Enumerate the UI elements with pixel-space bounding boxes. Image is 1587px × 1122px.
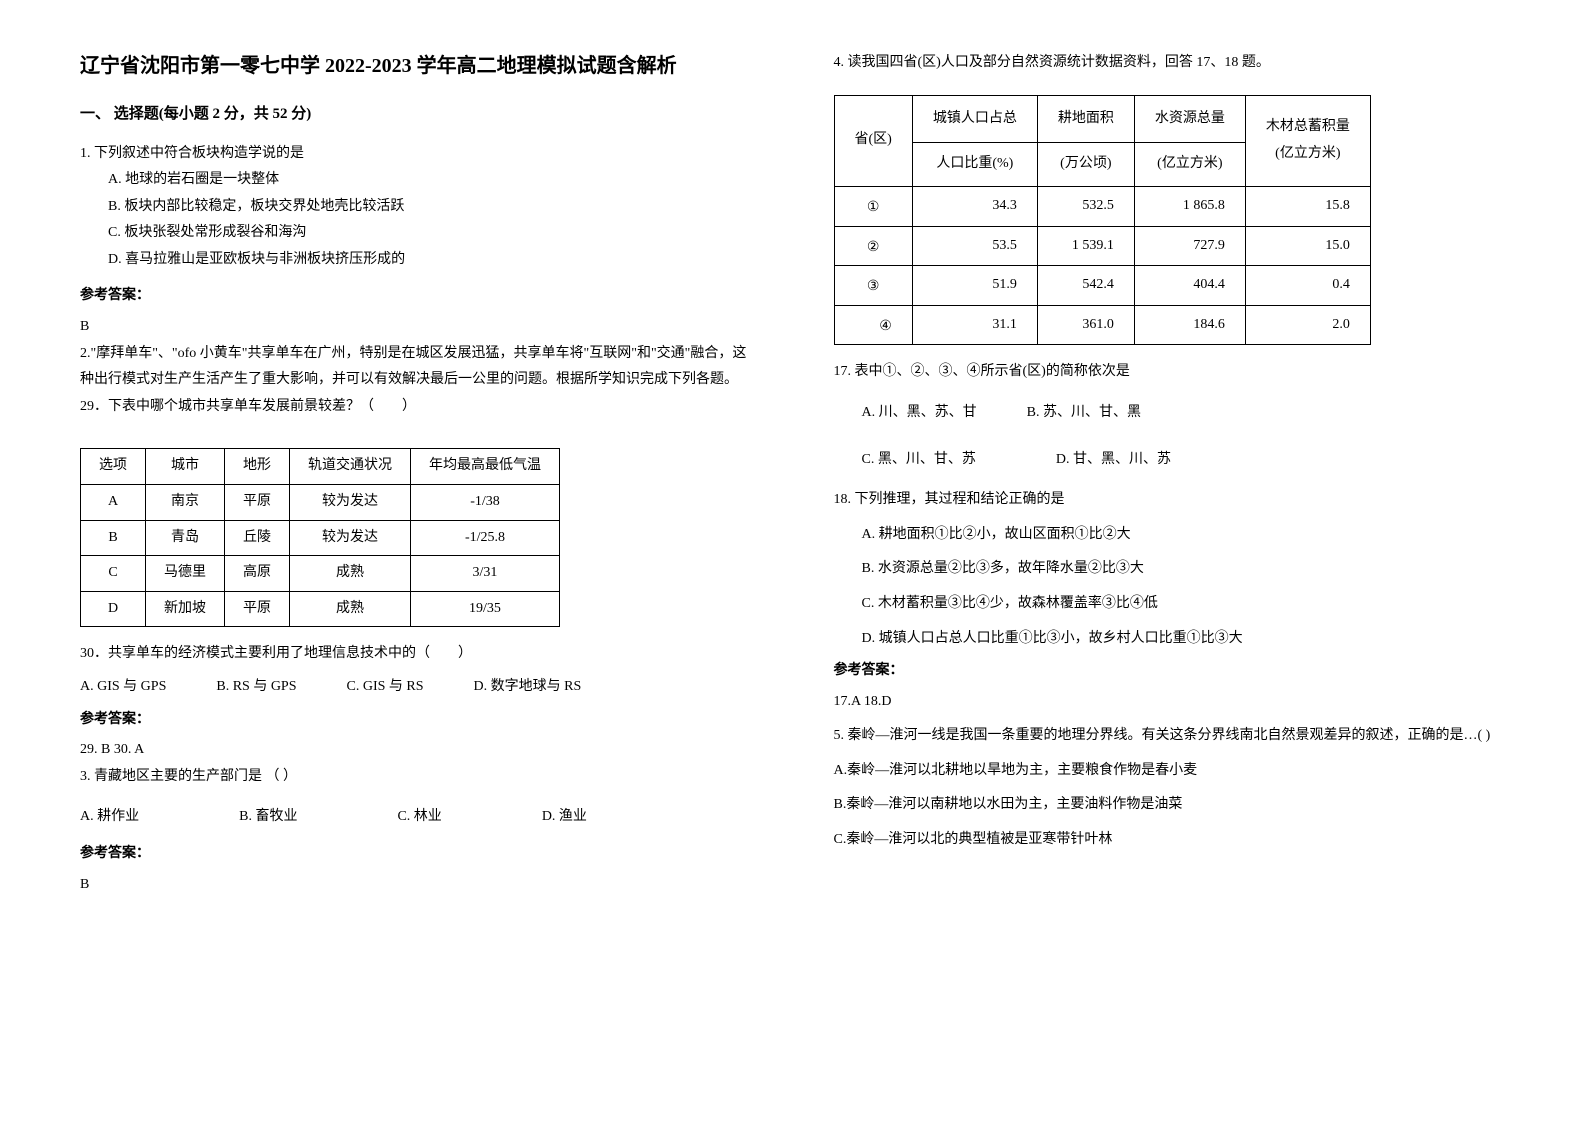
th-province: 省(区) xyxy=(834,95,912,186)
q3-opt-b: B. 畜牧业 xyxy=(239,804,297,831)
th-temp: 年均最高最低气温 xyxy=(411,449,560,485)
table-row: A 南京 平原 较为发达 -1/38 xyxy=(81,485,560,521)
table-row: C 马德里 高原 成熟 3/31 xyxy=(81,556,560,592)
th-arable-top: 耕地面积 xyxy=(1037,95,1134,143)
q3-opt-a: A. 耕作业 xyxy=(80,804,139,831)
q5-opt-c: C.秦岭—淮河以北的典型植被是亚寒带针叶林 xyxy=(834,827,1508,854)
q18-opt-b: B. 水资源总量②比③多，故年降水量②比③大 xyxy=(834,556,1508,583)
right-column: 4. 读我国四省(区)人口及部分自然资源统计数据资料，回答 17、18 题。 省… xyxy=(794,50,1548,1072)
q4-text: 4. 读我国四省(区)人口及部分自然资源统计数据资料，回答 17、18 题。 xyxy=(834,50,1508,77)
th-urban-top: 城镇人口占总 xyxy=(912,95,1037,143)
answer-label: 参考答案： xyxy=(80,841,754,868)
q3-opt-d: D. 渔业 xyxy=(542,804,587,831)
question-2: 2."摩拜单车"、"ofo 小黄车"共享单车在广州，特别是在城区发展迅猛，共享单… xyxy=(80,341,754,421)
answer-label: 参考答案： xyxy=(834,658,1508,685)
q18-opt-c: C. 木材蓄积量③比④少，故森林覆盖率③比④低 xyxy=(834,591,1508,618)
q5-text: 5. 秦岭—淮河一线是我国一条重要的地理分界线。有关这条分界线南北自然景观差异的… xyxy=(834,723,1508,750)
q5-opt-a: A.秦岭—淮河以北耕地以旱地为主，主要粮食作物是春小麦 xyxy=(834,758,1508,785)
q18-text: 18. 下列推理，其过程和结论正确的是 xyxy=(834,487,1508,514)
th-wood: 木材总蓄积量(亿立方米) xyxy=(1245,95,1370,186)
q17-opt-a: A. 川、黑、苏、甘 xyxy=(862,400,977,427)
q18-opt-a: A. 耕地面积①比②小，故山区面积①比②大 xyxy=(834,522,1508,549)
q1-answer: B xyxy=(80,314,754,341)
answer-label: 参考答案： xyxy=(80,283,754,310)
q17-opts-row2: C. 黑、川、甘、苏 D. 甘、黑、川、苏 xyxy=(834,447,1508,474)
q1-opt-b: B. 板块内部比较稳定，板块交界处地壳比较活跃 xyxy=(80,194,754,221)
question-1: 1. 下列叙述中符合板块构造学说的是 A. 地球的岩石圈是一块整体 B. 板块内… xyxy=(80,141,754,274)
table-row: ① 34.3 532.5 1 865.8 15.8 xyxy=(834,186,1370,226)
q3-opt-c: C. 林业 xyxy=(397,804,441,831)
q4-answer: 17.A 18.D xyxy=(834,689,1508,716)
table-provinces: 省(区) 城镇人口占总 耕地面积 水资源总量 木材总蓄积量(亿立方米) 人口比重… xyxy=(834,95,1371,346)
q2-opt-c: C. GIS 与 RS xyxy=(347,674,424,701)
q2-answer: 29. B 30. A xyxy=(80,737,754,764)
q2-opt-b: B. RS 与 GPS xyxy=(216,674,296,701)
q2-opt-a: A. GIS 与 GPS xyxy=(80,674,166,701)
q2-options: A. GIS 与 GPS B. RS 与 GPS C. GIS 与 RS D. … xyxy=(80,674,754,701)
q2-text: 2."摩拜单车"、"ofo 小黄车"共享单车在广州，特别是在城区发展迅猛，共享单… xyxy=(80,341,754,394)
th-arable-bot: (万公顷) xyxy=(1037,143,1134,187)
q1-text: 1. 下列叙述中符合板块构造学说的是 xyxy=(80,141,754,168)
answer-label: 参考答案： xyxy=(80,707,754,734)
table-row: B 青岛 丘陵 较为发达 -1/25.8 xyxy=(81,520,560,556)
q17-opt-b: B. 苏、川、甘、黑 xyxy=(1027,400,1141,427)
table-row: ② 53.5 1 539.1 727.9 15.0 xyxy=(834,226,1370,266)
table-cities: 选项 城市 地形 轨道交通状况 年均最高最低气温 A 南京 平原 较为发达 -1… xyxy=(80,448,560,627)
q17-text: 17. 表中①、②、③、④所示省(区)的简称依次是 xyxy=(834,359,1508,386)
q2-opt-d: D. 数字地球与 RS xyxy=(474,674,582,701)
q17-opts-row1: A. 川、黑、苏、甘 B. 苏、川、甘、黑 xyxy=(834,400,1508,427)
section-heading: 一、 选择题(每小题 2 分，共 52 分) xyxy=(80,100,754,129)
q2-sub29: 29．下表中哪个城市共享单车发展前景较差？（ ） xyxy=(80,394,754,421)
th-water-top: 水资源总量 xyxy=(1134,95,1245,143)
q17-opt-d: D. 甘、黑、川、苏 xyxy=(1056,447,1171,474)
left-column: 辽宁省沈阳市第一零七中学 2022-2023 学年高二地理模拟试题含解析 一、 … xyxy=(40,50,794,1072)
th-city: 城市 xyxy=(146,449,225,485)
table-header-row: 省(区) 城镇人口占总 耕地面积 水资源总量 木材总蓄积量(亿立方米) xyxy=(834,95,1370,143)
q5-opt-b: B.秦岭—淮河以南耕地以水田为主，主要油料作物是油菜 xyxy=(834,792,1508,819)
th-urban-bot: 人口比重(%) xyxy=(912,143,1037,187)
q17-opt-c: C. 黑、川、甘、苏 xyxy=(862,447,976,474)
table-header-row: 选项 城市 地形 轨道交通状况 年均最高最低气温 xyxy=(81,449,560,485)
th-option: 选项 xyxy=(81,449,146,485)
th-water-bot: (亿立方米) xyxy=(1134,143,1245,187)
q1-opt-a: A. 地球的岩石圈是一块整体 xyxy=(80,167,754,194)
q1-opt-c: C. 板块张裂处常形成裂谷和海沟 xyxy=(80,220,754,247)
q2-sub30: 30．共享单车的经济模式主要利用了地理信息技术中的（ ） xyxy=(80,641,754,668)
q3-options: A. 耕作业 B. 畜牧业 C. 林业 D. 渔业 xyxy=(80,804,754,831)
q1-opt-d: D. 喜马拉雅山是亚欧板块与非洲板块挤压形成的 xyxy=(80,247,754,274)
q3-answer: B xyxy=(80,872,754,899)
question-3: 3. 青藏地区主要的生产部门是 （ ） A. 耕作业 B. 畜牧业 C. 林业 … xyxy=(80,764,754,831)
table-row: ③ 51.9 542.4 404.4 0.4 xyxy=(834,266,1370,306)
th-terrain: 地形 xyxy=(225,449,290,485)
table-row: D 新加坡 平原 成熟 19/35 xyxy=(81,591,560,627)
q3-text: 3. 青藏地区主要的生产部门是 （ ） xyxy=(80,764,754,791)
q18-opt-d: D. 城镇人口占总人口比重①比③小，故乡村人口比重①比③大 xyxy=(834,626,1508,653)
th-rail: 轨道交通状况 xyxy=(290,449,411,485)
page-title: 辽宁省沈阳市第一零七中学 2022-2023 学年高二地理模拟试题含解析 xyxy=(80,50,754,82)
table-row: ④ 31.1 361.0 184.6 2.0 xyxy=(834,305,1370,345)
